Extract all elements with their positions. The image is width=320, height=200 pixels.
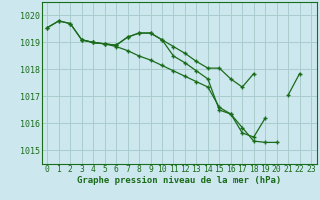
X-axis label: Graphe pression niveau de la mer (hPa): Graphe pression niveau de la mer (hPa) [77, 176, 281, 185]
